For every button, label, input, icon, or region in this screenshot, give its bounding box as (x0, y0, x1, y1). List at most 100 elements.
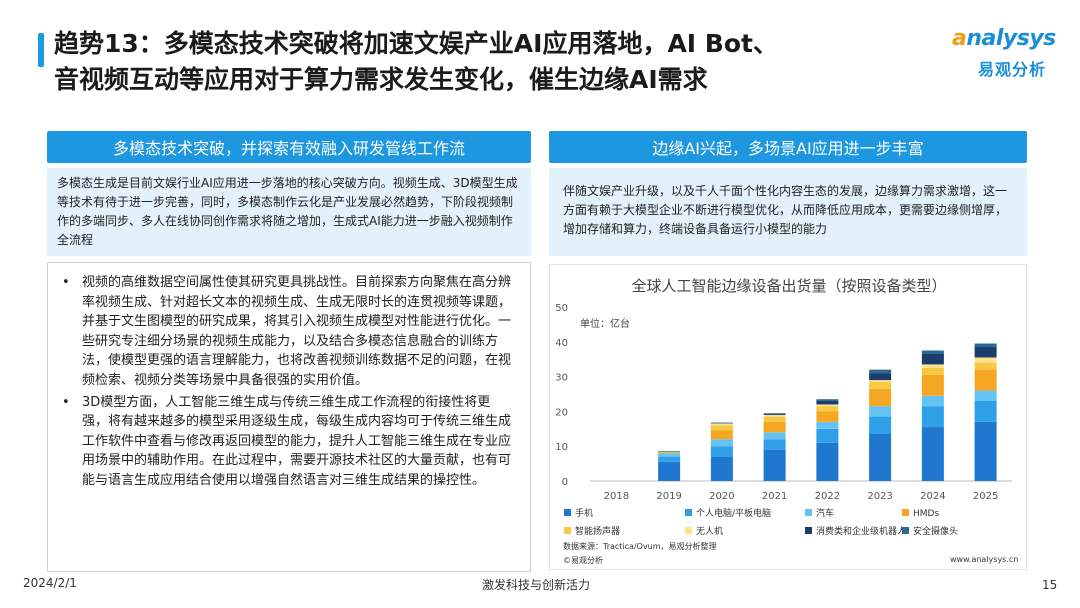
x-tick-label: 2018 (604, 491, 629, 502)
bar-segment (710, 425, 733, 431)
chart-website: www.analysys.cn (950, 555, 1019, 564)
bar-segment (658, 456, 681, 462)
legend-label: 手机 (575, 507, 593, 519)
bar-segment (763, 421, 786, 433)
legend-swatch (685, 527, 692, 534)
bar-segment (816, 404, 839, 407)
bar-segment (763, 416, 786, 422)
y-tick-label: 10 (555, 442, 568, 453)
bar-segment (710, 446, 733, 457)
bar-segment (974, 343, 997, 348)
left-summary-box: 多模态生成是目前文娱行业AI应用进一步落地的核心突破方向。视频生成、3D模型生成… (47, 168, 531, 256)
chart-panel: 全球人工智能边缘设备出货量（按照设备类型） 单位：亿台 0 10 20 30 40 50 201… (549, 264, 1027, 570)
page-title-line-1: 趋势13：多模态技术突破将加速文娱产业AI应用落地，AI Bot、 (54, 29, 778, 58)
footer-date: 2024/2/1 (23, 576, 77, 590)
bar-segment (763, 439, 786, 450)
bar-segment (869, 406, 892, 417)
bar-segment (816, 400, 839, 405)
bar-segment (869, 369, 892, 374)
chart-source: 数据来源：Tractica/Ovum，易观分析整理 (563, 542, 717, 551)
bar-segment (974, 400, 997, 422)
logo-chinese: 易观分析 (978, 60, 1047, 79)
y-tick-label: 40 (555, 338, 568, 349)
bar-segment (869, 380, 892, 382)
legend-swatch (902, 509, 909, 516)
logo-wordmark: analysys (952, 26, 1056, 51)
bar-segment (816, 406, 839, 412)
bar-segment (921, 353, 944, 365)
legend-label: 消费类和企业级机器人 (816, 525, 906, 537)
bar-segment (763, 432, 786, 440)
x-tick-label: 2020 (709, 491, 734, 502)
chart-unit-label: 单位：亿台 (580, 317, 630, 330)
legend-swatch (805, 527, 812, 534)
bar-segment (658, 451, 681, 453)
bar-segment (921, 374, 944, 396)
bar-segment (921, 395, 944, 407)
bar-segment (816, 421, 839, 429)
legend-swatch (564, 527, 571, 534)
legend-label: HMDs (913, 509, 939, 519)
bar-segment (816, 442, 839, 481)
bar-segment (816, 399, 839, 401)
bullet-item: • 3D模型方面，人工智能三维生成与传统三维生成工作流程的衔接性将更强，将有越来… (60, 393, 516, 491)
bar-segment (974, 357, 997, 363)
legend-swatch (685, 509, 692, 516)
legend-label: 智能扬声器 (575, 525, 620, 537)
left-bullet-list: • 视频的高维数据空间属性使其研究更具挑战性。目前探索方向聚焦在高分辨率视频生成… (47, 262, 531, 572)
bar-segment (816, 428, 839, 443)
page-title-line-2: 音视频互动等应用对于算力需求发生变化，催生边缘AI需求 (54, 65, 708, 94)
legend-label: 安全摄像头 (913, 525, 958, 537)
bar-segment (763, 449, 786, 481)
bar-segment (869, 388, 892, 407)
bar-segment (710, 423, 733, 426)
legend-swatch (564, 509, 571, 516)
title-accent-bar (38, 33, 44, 67)
legend-swatch (805, 509, 812, 516)
analysys-logo: analysys 易观分析 (952, 26, 1062, 82)
x-tick-label: 2025 (973, 491, 998, 502)
y-tick-label: 50 (555, 303, 568, 314)
legend-label: 无人机 (696, 525, 723, 537)
bar-segment (974, 347, 997, 358)
bar-segment (658, 461, 681, 481)
bar-segment (869, 416, 892, 435)
bar-segment (921, 406, 944, 428)
bar-segment (710, 430, 733, 440)
bar-segment (974, 421, 997, 481)
bar-segment (658, 452, 681, 454)
legend-label: 个人电脑/平板电脑 (696, 507, 771, 519)
bar-segment (974, 390, 997, 401)
right-section-header: 边缘AI兴起，多场景AI应用进一步丰富 (549, 131, 1027, 163)
y-tick-label: 20 (555, 407, 568, 418)
bar-segment (921, 427, 944, 481)
legend-swatch (902, 527, 909, 534)
footer-tagline: 激发科技与创新活力 (482, 578, 591, 592)
y-tick-label: 0 (562, 477, 568, 488)
x-tick-label: 2021 (762, 491, 787, 502)
bar-segment (921, 364, 944, 368)
right-summary-box: 伴随文娱产业升级，以及千人千面个性化内容生态的发展，边缘算力需求激增，这一方面有… (549, 168, 1027, 256)
bar-segment (710, 439, 733, 447)
bar-segment (869, 434, 892, 481)
bar-segment (869, 373, 892, 381)
y-tick-label: 30 (555, 373, 568, 384)
x-tick-label: 2023 (867, 491, 892, 502)
bullet-symbol: • (62, 394, 70, 410)
chart-title: 全球人工智能边缘设备出货量（按照设备类型） (631, 277, 946, 295)
bar-segment (816, 411, 839, 422)
bar-segment (921, 367, 944, 375)
bullet-item: • 视频的高维数据空间属性使其研究更具挑战性。目前探索方向聚焦在高分辨率视频生成… (60, 273, 516, 391)
left-section-header: 多模态技术突破，并探索有效融入研发管线工作流 (47, 131, 531, 163)
legend-label: 汽车 (816, 507, 834, 519)
bullet-symbol: • (62, 275, 70, 290)
bar-segment (921, 350, 944, 354)
stacked-bar-chart: 全球人工智能边缘设备出货量（按照设备类型） 单位：亿台 0 10 20 30 40 50 201… (555, 277, 1012, 537)
bar-segment (974, 362, 997, 370)
bar-segment (710, 456, 733, 481)
page-title: 趋势13：多模态技术突破将加速文娱产业AI应用落地，AI Bot、 音视频互动等… (54, 26, 954, 98)
bullet-text: 3D模型方面，人工智能三维生成与传统三维生成工作流程的衔接性将更强，将有越来越多… (82, 394, 512, 488)
x-tick-label: 2024 (920, 491, 945, 502)
bullet-text: 视频的高维数据空间属性使其研究更具挑战性。目前探索方向聚焦在高分辨率视频生成、针… (82, 275, 512, 388)
x-tick-label: 2019 (656, 491, 681, 502)
